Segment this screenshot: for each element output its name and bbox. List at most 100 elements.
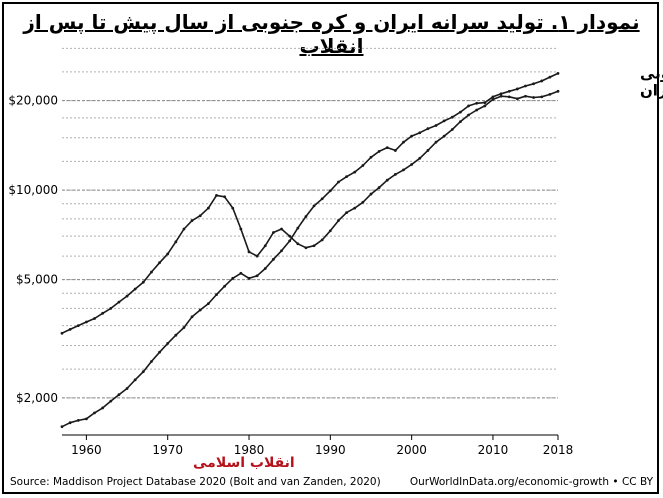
data-point — [190, 315, 194, 319]
data-point — [532, 96, 536, 99]
data-point — [337, 180, 340, 184]
data-point — [190, 219, 194, 222]
data-point — [524, 94, 527, 98]
y-tick-label: $10,000 — [8, 183, 58, 197]
data-point — [239, 271, 243, 275]
data-point — [337, 219, 340, 222]
data-point — [540, 95, 544, 99]
data-point — [426, 149, 430, 152]
data-point — [296, 242, 300, 246]
data-point — [450, 128, 454, 131]
data-point — [548, 75, 552, 79]
data-point — [402, 168, 405, 172]
data-point — [158, 350, 161, 354]
y-tick-label: $5,000 — [16, 273, 58, 287]
data-point — [304, 246, 308, 250]
data-point — [174, 333, 178, 337]
data-point — [369, 192, 373, 196]
data-point — [385, 178, 389, 182]
data-point — [475, 108, 479, 112]
data-point — [548, 92, 552, 96]
data-point — [418, 131, 422, 135]
data-point — [255, 254, 259, 258]
data-point — [150, 360, 153, 363]
data-point — [304, 215, 308, 218]
credit-note: OurWorldInData.org/economic-growth • CC … — [409, 476, 653, 488]
data-point — [125, 387, 129, 390]
data-point — [459, 120, 462, 124]
data-point — [434, 140, 438, 144]
data-point — [93, 317, 96, 320]
data-point — [377, 186, 381, 189]
data-point — [60, 425, 64, 429]
source-note: Source: Maddison Project Database 2020 (… — [10, 476, 381, 488]
data-point — [556, 89, 560, 93]
data-point — [491, 95, 495, 99]
data-point — [312, 244, 316, 248]
data-point — [247, 276, 251, 280]
data-point — [68, 421, 72, 425]
data-point — [280, 227, 283, 231]
chart-frame — [2, 2, 659, 494]
data-point — [377, 149, 381, 153]
data-point — [385, 146, 389, 150]
data-point — [426, 127, 430, 131]
data-point — [556, 72, 560, 75]
series-labels: ایرانکره جنوبی — [640, 64, 663, 99]
data-point — [125, 294, 129, 298]
data-point — [361, 164, 365, 167]
data-point — [353, 170, 357, 174]
data-point — [198, 308, 202, 312]
data-point — [499, 94, 503, 98]
x-tick-label: 2018 — [543, 443, 574, 457]
data-point — [524, 84, 527, 88]
data-point — [231, 276, 235, 280]
data-point — [418, 156, 422, 160]
data-point — [467, 104, 470, 108]
chart-title: نمودار ۱. تولید سرانه ایران و کره جنوبی … — [23, 10, 640, 58]
data-point — [239, 227, 243, 231]
data-point — [515, 87, 519, 91]
data-point — [150, 270, 153, 274]
data-point — [182, 227, 186, 231]
data-point — [312, 204, 316, 208]
data-point — [141, 280, 145, 284]
series-label: کره جنوبی — [640, 64, 663, 82]
data-point — [410, 134, 414, 138]
data-point — [320, 238, 324, 242]
data-point — [442, 119, 446, 123]
grid-lines — [62, 47, 558, 399]
data-point — [174, 240, 178, 244]
data-point — [361, 200, 365, 204]
data-point — [491, 97, 495, 101]
x-tick-label: 2000 — [396, 443, 427, 457]
data-point — [450, 115, 454, 119]
data-point — [133, 378, 137, 382]
data-point — [93, 411, 96, 415]
x-tick-label: 1970 — [152, 443, 183, 457]
data-point — [117, 393, 121, 397]
y-tick-label: $20,000 — [8, 94, 58, 108]
data-point — [141, 370, 145, 374]
data-point — [223, 284, 227, 288]
data-point — [483, 101, 487, 105]
data-point — [231, 206, 235, 210]
data-point — [507, 89, 511, 93]
data-point — [459, 110, 462, 114]
data-point — [467, 113, 470, 117]
x-axis-ticks: 1960 1970 1980 1990 2000 2010 2018 — [62, 434, 574, 457]
data-point — [76, 324, 80, 328]
data-point — [288, 239, 292, 243]
data-point — [345, 211, 348, 215]
data-point — [345, 175, 348, 179]
data-point — [133, 287, 137, 291]
data-point — [483, 104, 487, 108]
series-line-1 — [61, 72, 559, 428]
data-point — [60, 331, 64, 335]
data-point — [215, 194, 218, 197]
data-point — [434, 124, 438, 127]
series-line-0 — [61, 90, 559, 334]
data-point — [247, 250, 251, 254]
data-point — [223, 195, 227, 199]
